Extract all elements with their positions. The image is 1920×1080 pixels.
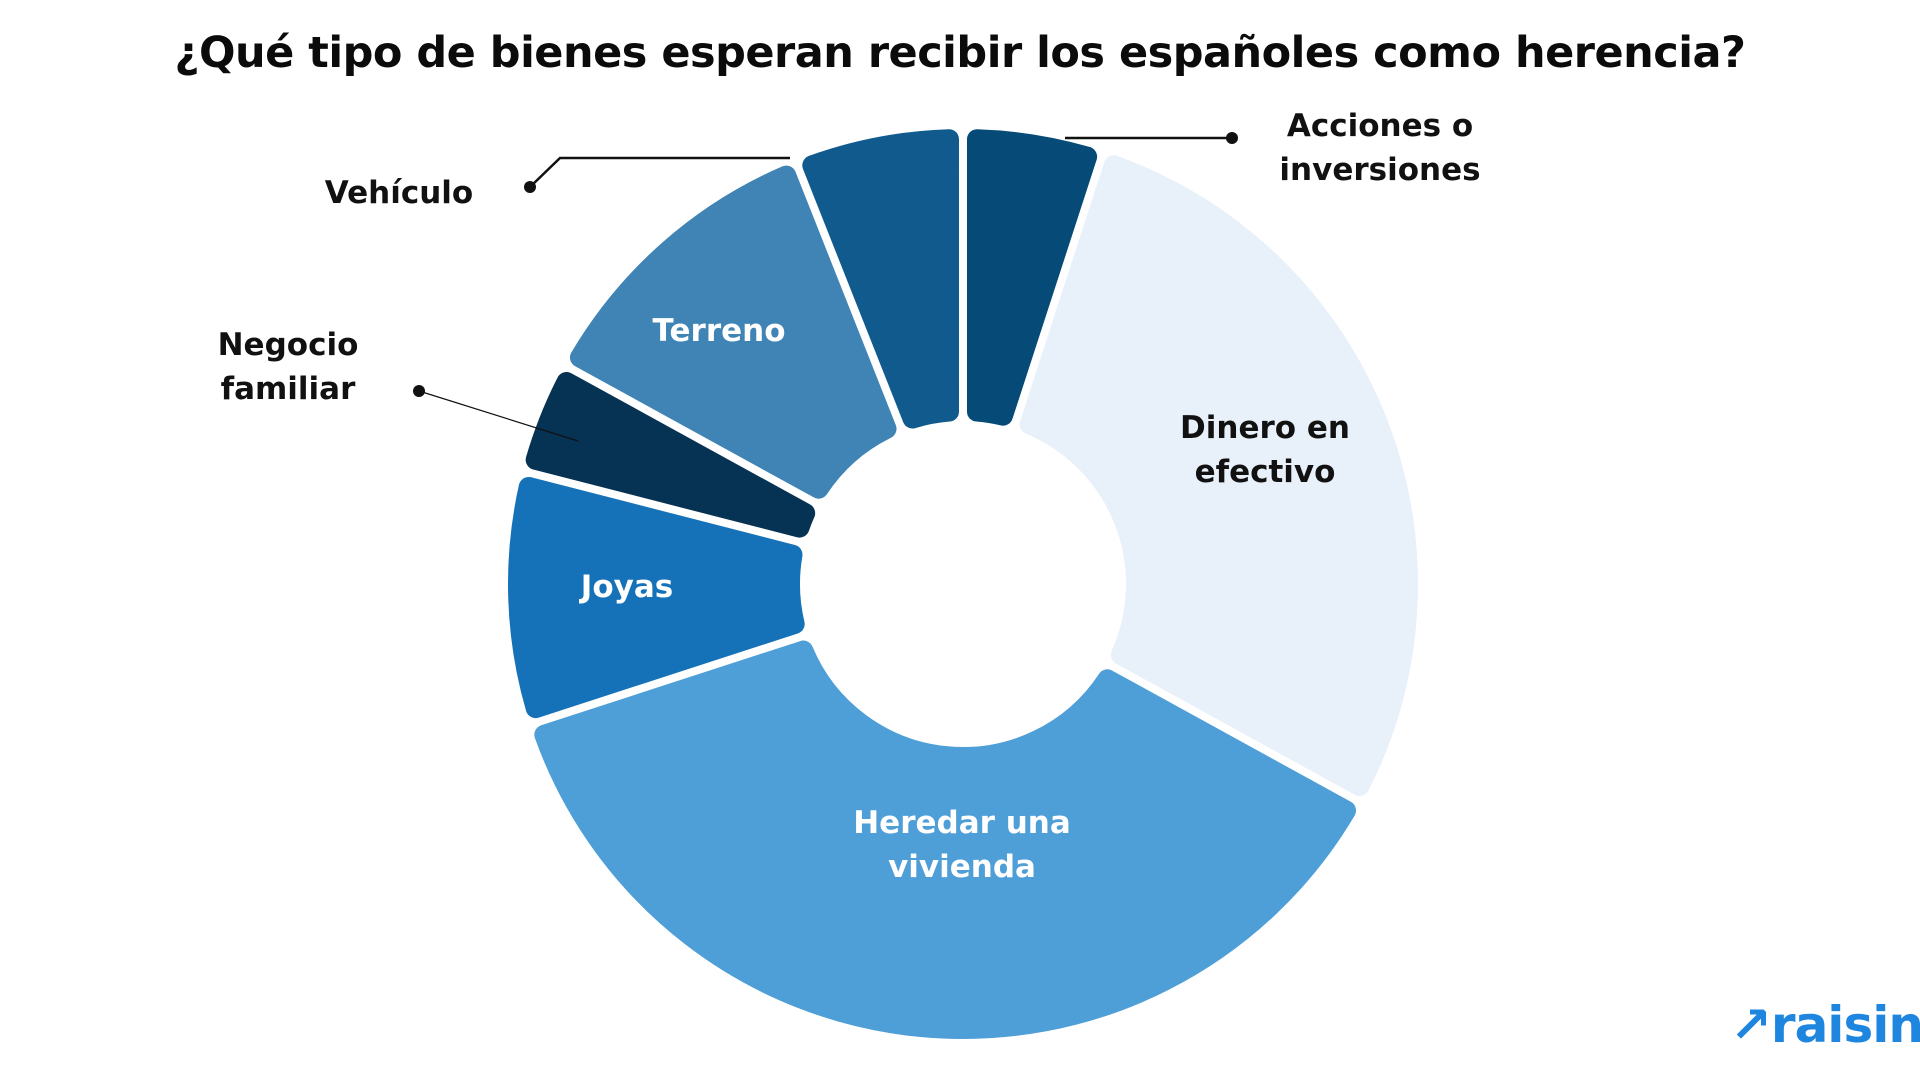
slice-label-line: Negocio xyxy=(218,327,359,363)
slice-label: Heredar una vivienda xyxy=(853,805,1071,885)
slice-label: Dinero en efectivo xyxy=(1180,410,1350,490)
slice-label: Terreno xyxy=(652,313,785,349)
slice-veh-culo xyxy=(802,129,960,429)
slice-terreno xyxy=(569,165,897,499)
slice-label-line: Vehículo xyxy=(325,175,473,211)
leader-dot xyxy=(524,181,536,193)
leader-line xyxy=(529,156,790,188)
slice-joyas xyxy=(508,476,805,719)
leader-line xyxy=(418,390,579,442)
slice-label-line: vivienda xyxy=(888,849,1036,885)
slice-label-line: inversiones xyxy=(1279,152,1480,188)
slice-dinero-en-efectivo xyxy=(1019,155,1419,797)
slice-heredar-una-vivienda xyxy=(534,640,1357,1039)
slice-label-line: Dinero en xyxy=(1180,410,1350,446)
slice-label: Vehículo xyxy=(325,175,473,211)
logo-text: raisin xyxy=(1770,996,1920,1054)
chart-title: ¿Qué tipo de bienes esperan recibir los … xyxy=(174,28,1746,78)
arrow-up-right-icon: ↗ xyxy=(1730,996,1772,1054)
slice-label: Joyas xyxy=(579,569,673,605)
slice-label-line: familiar xyxy=(221,371,357,407)
slice-acciones-o-inversiones xyxy=(966,129,1098,426)
raisin-logo: ↗raisin xyxy=(1730,996,1920,1054)
slice-label: Acciones o inversiones xyxy=(1279,108,1480,188)
slice-label-line: Terreno xyxy=(652,313,785,349)
slice-label-line: Joyas xyxy=(579,569,673,605)
slice-label-line: efectivo xyxy=(1195,454,1336,490)
slice-negocio-familiar xyxy=(525,371,816,538)
leader-dot xyxy=(1226,132,1238,144)
leader-dot xyxy=(413,385,425,397)
slice-label-line: Acciones o xyxy=(1287,108,1473,144)
slice-label: Negocio familiar xyxy=(218,327,359,407)
slice-label-line: Heredar una xyxy=(853,805,1071,841)
